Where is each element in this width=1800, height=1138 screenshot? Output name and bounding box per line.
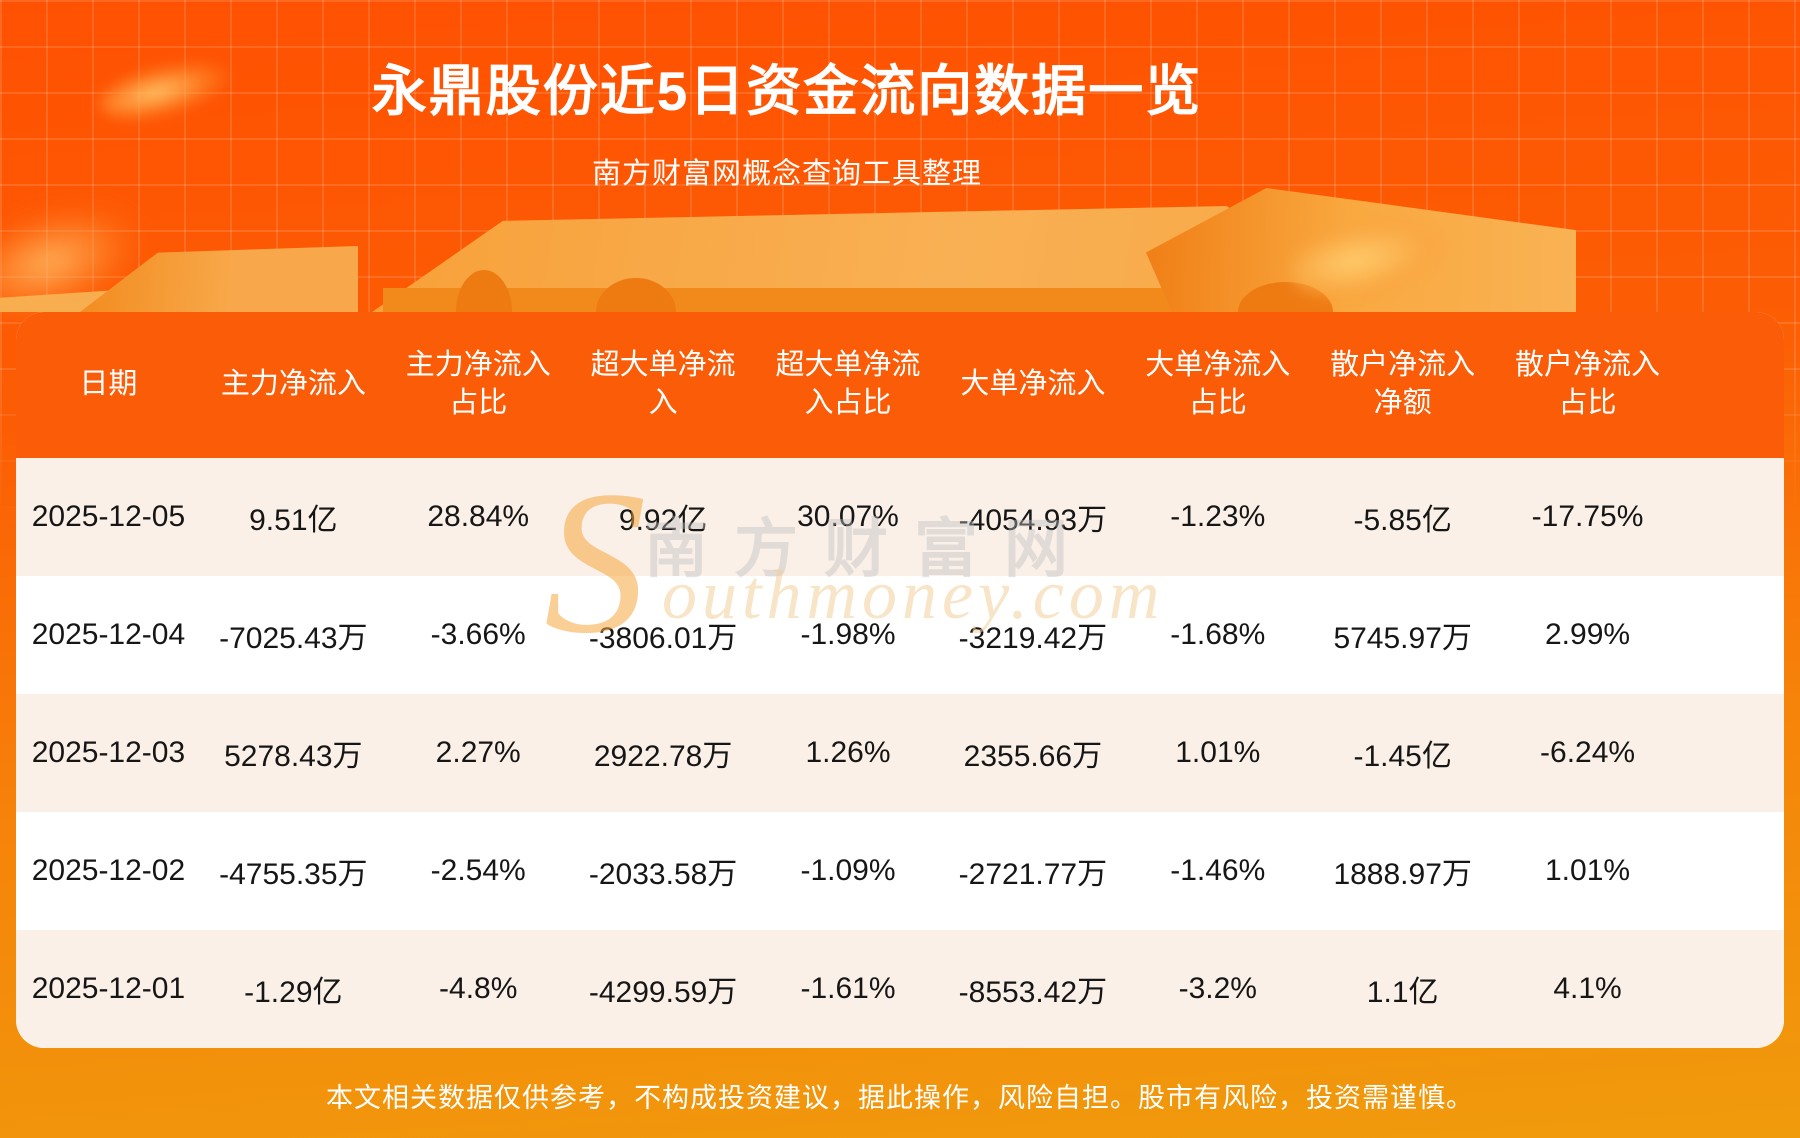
cell-main-net-inflow-ratio: 28.84% <box>427 500 530 533</box>
cell-large-net-inflow: -2721.77万 <box>958 858 1108 891</box>
cell-retail-net-inflow-ratio: 1.01% <box>1545 854 1631 887</box>
decor-podium-arch-icon <box>456 270 512 312</box>
cell-large-net-inflow-ratio: 1.01% <box>1175 736 1261 769</box>
decor-podium-left <box>80 246 358 312</box>
cell-large-net-inflow: -8553.42万 <box>958 976 1108 1009</box>
column-header-main-net-inflow-ratio: 主力净流入 占比 <box>405 349 551 419</box>
cell-main-net-inflow: 5278.43万 <box>224 740 363 773</box>
cell-main-net-inflow: -7025.43万 <box>219 622 368 655</box>
column-header-date: 日期 <box>79 368 138 401</box>
cell-super-large-net-inflow: -3806.01万 <box>588 622 738 655</box>
table-row: 2025-12-03 5278.43万 2.27% 2922.78万 1.26%… <box>16 694 1784 812</box>
cell-super-large-net-inflow: -4299.59万 <box>588 976 738 1009</box>
fund-flow-table: 日期 主力净流入 主力净流入 占比 超大单净流 入 超大单净流 入占比 大单净流… <box>16 312 1784 1048</box>
cell-main-net-inflow-ratio: -4.8% <box>439 972 518 1005</box>
column-header-retail-net-inflow-ratio: 散户净流入 占比 <box>1515 349 1661 419</box>
cell-retail-net-inflow: 1.1亿 <box>1366 976 1439 1009</box>
cell-retail-net-inflow: 5745.97万 <box>1333 622 1472 655</box>
cell-super-large-net-inflow-ratio: 30.07% <box>797 500 899 533</box>
cell-main-net-inflow-ratio: -3.66% <box>430 618 526 651</box>
decor-podium-right <box>1146 188 1576 312</box>
table-row: 2025-12-04 -7025.43万 -3.66% -3806.01万 -1… <box>16 576 1784 694</box>
cell-large-net-inflow: -4054.93万 <box>958 504 1108 537</box>
cell-large-net-inflow-ratio: -1.46% <box>1170 854 1266 887</box>
cell-date: 2025-12-04 <box>31 618 186 651</box>
column-header-super-large-net-inflow: 超大单净流 入 <box>590 349 736 419</box>
cell-date: 2025-12-02 <box>31 854 186 887</box>
cell-retail-net-inflow: 1888.97万 <box>1333 858 1472 891</box>
column-header-super-large-net-inflow-ratio: 超大单净流 入占比 <box>775 349 921 419</box>
cell-retail-net-inflow-ratio: 2.99% <box>1545 618 1631 651</box>
disclaimer-text: 本文相关数据仅供参考，不构成投资建议，据此操作，风险自担。股市有风险，投资需谨慎… <box>326 1083 1474 1113</box>
decor-podium-far-left <box>0 290 118 312</box>
comet-swoosh-icon <box>1281 203 1460 315</box>
decor-podium-center-front <box>383 288 1288 312</box>
table-row: 2025-12-02 -4755.35万 -2.54% -2033.58万 -1… <box>16 812 1784 930</box>
cell-large-net-inflow: -3219.42万 <box>958 622 1108 655</box>
cell-super-large-net-inflow: 2922.78万 <box>593 740 733 773</box>
table-row: 2025-12-01 -1.29亿 -4.8% -4299.59万 -1.61%… <box>16 930 1784 1048</box>
cell-super-large-net-inflow-ratio: -1.98% <box>800 618 896 651</box>
cell-large-net-inflow: 2355.66万 <box>963 740 1103 773</box>
cell-large-net-inflow-ratio: -1.68% <box>1170 618 1266 651</box>
cell-retail-net-inflow: -5.85亿 <box>1353 504 1452 537</box>
column-header-large-net-inflow: 大单净流入 <box>960 368 1106 401</box>
cell-retail-net-inflow-ratio: -6.24% <box>1540 736 1636 769</box>
cell-large-net-inflow-ratio: -3.2% <box>1178 972 1257 1005</box>
column-header-retail-net-inflow: 散户净流入 净额 <box>1330 349 1476 419</box>
cell-retail-net-inflow-ratio: 4.1% <box>1553 972 1622 1005</box>
cell-super-large-net-inflow-ratio: 1.26% <box>805 736 891 769</box>
cell-main-net-inflow-ratio: -2.54% <box>430 854 526 887</box>
cell-large-net-inflow-ratio: -1.23% <box>1170 500 1266 533</box>
cell-super-large-net-inflow: -2033.58万 <box>588 858 738 891</box>
cell-super-large-net-inflow-ratio: -1.61% <box>800 972 896 1005</box>
cell-main-net-inflow-ratio: 2.27% <box>435 736 521 769</box>
column-header-main-net-inflow: 主力净流入 <box>220 368 366 401</box>
cell-super-large-net-inflow: 9.92亿 <box>618 504 708 537</box>
column-header-large-net-inflow-ratio: 大单净流入 占比 <box>1145 349 1291 419</box>
cell-retail-net-inflow: -1.45亿 <box>1353 740 1452 773</box>
cell-main-net-inflow: 9.51亿 <box>249 504 338 537</box>
decor-podium-arch-icon <box>1238 282 1333 312</box>
cell-super-large-net-inflow-ratio: -1.09% <box>800 854 896 887</box>
page-subtitle: 南方财富网概念查询工具整理 <box>591 158 982 190</box>
cell-retail-net-inflow-ratio: -17.75% <box>1531 500 1644 533</box>
decor-podium-arch-icon <box>596 278 676 312</box>
table-header-row: 日期 主力净流入 主力净流入 占比 超大单净流 入 超大单净流 入占比 大单净流… <box>16 312 1784 458</box>
cell-main-net-inflow: -1.29亿 <box>244 976 343 1009</box>
cell-date: 2025-12-03 <box>31 736 186 769</box>
page-title: 永鼎股份近5日资金流向数据一览 <box>371 60 1203 122</box>
decor-podium-center <box>372 206 1357 312</box>
table-row: 2025-12-05 9.51亿 28.84% 9.92亿 30.07% -40… <box>16 458 1784 576</box>
cell-main-net-inflow: -4755.35万 <box>219 858 368 891</box>
cell-date: 2025-12-05 <box>31 500 186 533</box>
cell-date: 2025-12-01 <box>31 972 186 1005</box>
